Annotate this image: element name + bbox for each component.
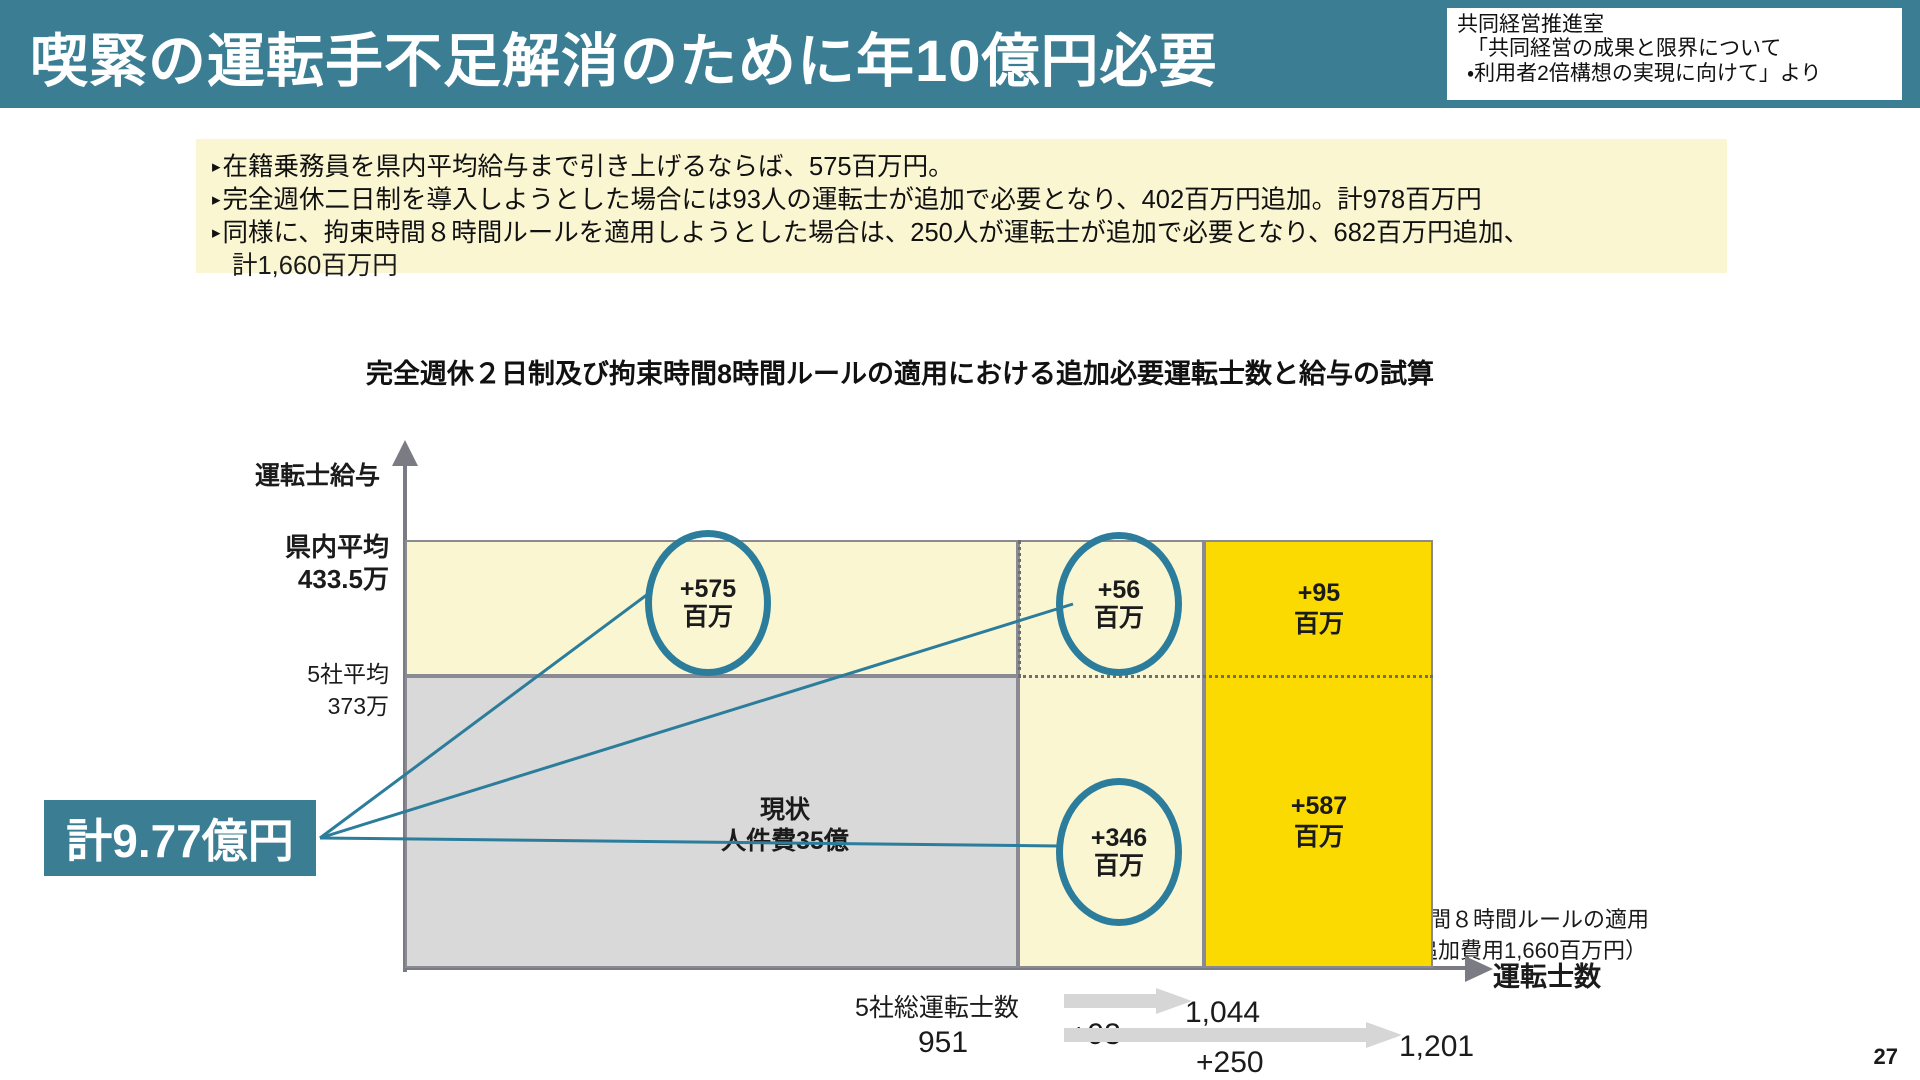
bar-label-current: 現状 人件費35億 (660, 795, 910, 856)
x-tick-1201-value: 1,201 (1399, 1030, 1475, 1063)
source-credit-box: 共同経営推進室 「共同経営の成果と限界について ・利用者2倍構想の実現に向けて」… (1447, 8, 1902, 100)
bullet-item: ▸ 在籍乗務員を県内平均給与まで引き上げるならば、575百万円。 (212, 151, 1711, 184)
bullet-marker-icon: ▸ (212, 190, 221, 210)
summary-bullet-panel: ▸ 在籍乗務員を県内平均給与まで引き上げるならば、575百万円。 ▸ 完全週休二… (196, 139, 1727, 280)
y-tick-5company-avg-value: 373万 (327, 693, 389, 719)
bullet-text: 完全週休二日制を導入しようとした場合には93人の運転士が追加で必要となり、402… (222, 186, 1482, 215)
x-axis-line (403, 966, 1467, 970)
delta-arrow-250-icon (1064, 1022, 1402, 1048)
x-delta-250-label: +250 (1196, 1046, 1264, 1079)
y-tick-pref-avg-value: 433.5万 (297, 564, 389, 594)
total-cost-badge: 計9.77億円 (44, 800, 316, 876)
bullet-item: ▸ 同様に、拘束時間８時間ルールを適用しようとした場合は、250人が運転士が追加… (212, 217, 1711, 250)
bar-label-rule8-lower-line1: +587 (1290, 792, 1348, 820)
y-axis-title: 運転士給与 (255, 462, 381, 490)
bullet-text: 在籍乗務員を県内平均給与まで引き上げるならば、575百万円。 (222, 153, 954, 181)
callout-week2-upper-56-value: +56 (1097, 575, 1141, 604)
bullet-continuation-text: 計1,660百万円 (232, 252, 398, 281)
bar-label-rule8-upper-line1: +95 (1297, 579, 1341, 607)
x-tick-1044-value: 1,044 (1185, 996, 1261, 1029)
y-tick-pref-avg-label: 県内平均 (284, 532, 389, 562)
bullet-marker-icon: ▸ (212, 223, 221, 243)
page-title: 喫緊の運転手不足解消のために年10億円必要 (30, 29, 1218, 94)
callout-week2-lower-346-unit: 百万 (1093, 852, 1144, 880)
credit-line-1: 共同経営推進室 (1457, 13, 1604, 36)
callout-raise-575-unit: 百万 (682, 603, 733, 631)
bullet-item: ▸ 完全週休二日制を導入しようとした場合には93人の運転士が追加で必要となり、4… (212, 184, 1711, 217)
callout-raise-575: +575 百万 (645, 530, 771, 676)
credit-line-2: 「共同経営の成果と限界について (1467, 37, 1782, 61)
x-tick-951-value: 951 (918, 1026, 969, 1059)
bullet-marker-icon: ▸ (212, 157, 221, 176)
x-tick-951-label: 5社総運転士数 (855, 994, 1019, 1022)
callout-week2-lower-346: +346 百万 (1056, 778, 1182, 926)
callout-raise-575-value: +575 (679, 574, 737, 603)
bar-label-rule8-upper-line2: 百万 (1293, 609, 1344, 638)
bullet-text: 同様に、拘束時間８時間ルールを適用しようとした場合は、250人が運転士が追加で必… (222, 219, 1530, 248)
bar-label-rule8-lower: +587 百万 (1234, 791, 1404, 852)
x-axis-arrow-icon (1465, 956, 1493, 982)
chart-title: 完全週休２日制及び拘束時間8時間ルールの適用における追加必要運転士数と給与の試算 (365, 359, 1434, 389)
delta-arrow-93-icon (1064, 988, 1192, 1014)
bar-label-rule8-upper: +95 百万 (1234, 578, 1404, 639)
gridline-951-drivers (1018, 540, 1021, 678)
page-number: 27 (1873, 1044, 1898, 1069)
callout-week2-lower-346-value: +346 (1090, 823, 1148, 852)
bar-label-rule8-lower-line2: 百万 (1293, 822, 1344, 851)
y-axis-arrow-icon (392, 440, 418, 466)
gridline-5company-average (1018, 675, 1433, 678)
bar-label-current-line1: 現状 (759, 796, 810, 824)
bar-label-current-line2: 人件費35億 (721, 826, 849, 855)
callout-week2-upper-56: +56 百万 (1056, 532, 1182, 676)
x-axis-title: 運転士数 (1493, 962, 1601, 992)
y-tick-5company-avg-label: 5社平均 (307, 661, 389, 687)
bar-block-rule8 (1204, 540, 1433, 968)
credit-line-3: ・利用者2倍構想の実現に向けて」より (1467, 61, 1822, 85)
callout-week2-upper-56-unit: 百万 (1093, 604, 1144, 632)
